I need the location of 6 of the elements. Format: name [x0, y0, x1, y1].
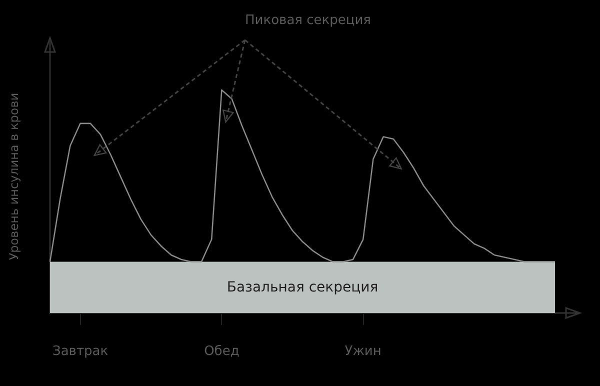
y-axis-title: Уровень инсулина в крови — [7, 92, 21, 260]
x-tick-label: Ужин — [344, 344, 382, 359]
band-label: Базальная секреция — [226, 279, 378, 296]
x-tick-label: Завтрак — [52, 344, 108, 359]
x-tick-label: Обед — [204, 344, 240, 359]
text: Пиковая секреция — [244, 13, 371, 28]
